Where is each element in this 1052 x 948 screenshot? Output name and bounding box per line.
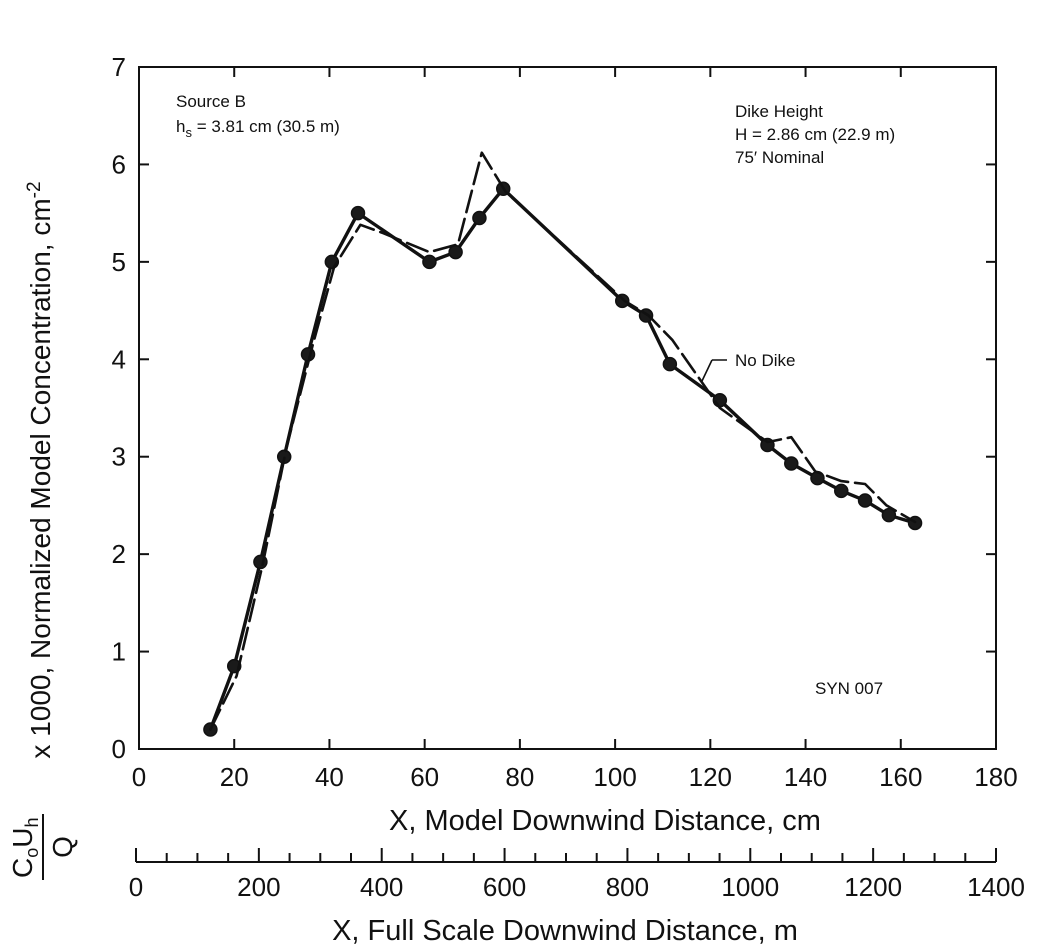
data-point — [712, 392, 728, 408]
x-tick-label: 60 — [410, 762, 439, 792]
x2-tick-label: 200 — [237, 872, 280, 902]
data-point — [448, 244, 463, 260]
svg-text:x 1000, Normalized Model Conce: x 1000, Normalized Model Concentration, … — [24, 181, 56, 758]
x2-axis-title: X, Full Scale Downwind Distance, m — [332, 915, 798, 947]
source-height-label: hs = 3.81 cm (30.5 m) — [176, 117, 340, 140]
y-tick-label: 6 — [112, 149, 126, 179]
data-point — [422, 254, 437, 270]
x-tick-label: 140 — [784, 762, 827, 792]
y-tick-label: 5 — [112, 247, 126, 277]
x2-tick-label: 800 — [606, 872, 649, 902]
no-dike-pointer — [701, 359, 727, 382]
x-tick-label: 40 — [315, 762, 344, 792]
x-tick-label: 100 — [593, 762, 636, 792]
y-axis-ticks: 0 1 2 3 4 5 6 7 — [112, 52, 996, 764]
series-line-no-dike — [209, 151, 917, 731]
data-point — [834, 483, 849, 499]
y-axis-title-superscript: -2 — [24, 181, 45, 198]
x2-tick-label: 1200 — [844, 872, 902, 902]
y-tick-label: 0 — [112, 734, 126, 764]
fraction-q: Q — [47, 836, 78, 858]
no-dike-label: No Dike — [735, 351, 795, 370]
x-tick-label: 80 — [505, 762, 534, 792]
x-tick-label: 20 — [220, 762, 249, 792]
y-axis-fraction: CoUh Q — [7, 814, 78, 880]
y-axis-title-text: x 1000, Normalized Model Concentration, … — [25, 198, 56, 758]
x-axis-title: X, Model Downwind Distance, cm — [389, 805, 821, 837]
dike-height-label: H = 2.86 cm (22.9 m) — [735, 125, 895, 144]
source-label: Source B — [176, 92, 246, 111]
x2-tick-label: 400 — [360, 872, 403, 902]
source-h-subscript: s — [185, 125, 192, 140]
data-point — [472, 210, 487, 226]
data-point — [662, 356, 678, 372]
data-point — [784, 456, 799, 471]
dike-nominal-label: 75′ Nominal — [735, 148, 824, 167]
fraction-c: C — [7, 858, 38, 878]
dike-label: Dike Height — [735, 102, 823, 121]
x2-tick-label: 1400 — [967, 872, 1025, 902]
x-axis-ticks: 0 20 40 60 80 100 120 140 160 180 — [132, 67, 1018, 792]
x-tick-label: 180 — [974, 762, 1017, 792]
data-point — [810, 470, 825, 486]
x2-tick-label: 1000 — [721, 872, 779, 902]
fraction-c-sub: o — [22, 848, 42, 858]
data-point — [615, 293, 630, 309]
y-tick-label: 1 — [112, 637, 126, 667]
fraction-u-sub: h — [22, 818, 42, 828]
data-point — [881, 507, 897, 523]
chart-code-label: SYN 007 — [815, 679, 883, 698]
x2-tick-label: 0 — [129, 872, 143, 902]
plot-frame — [138, 66, 997, 750]
y-tick-label: 7 — [112, 52, 126, 82]
data-point — [350, 205, 366, 221]
x2-tick-label: 600 — [483, 872, 526, 902]
x2-axis-ticks: 0 200 400 600 800 1000 1200 1400 — [129, 848, 1025, 902]
x-tick-label: 160 — [879, 762, 922, 792]
source-h-value: = 3.81 cm (30.5 m) — [192, 117, 340, 136]
y-tick-label: 3 — [112, 442, 126, 472]
x-tick-label: 120 — [689, 762, 732, 792]
data-point — [857, 493, 873, 508]
fraction-u: U — [7, 828, 38, 848]
y-axis-title: x 1000, Normalized Model Concentration, … — [24, 181, 56, 758]
svg-text:CoUh: CoUh — [7, 818, 42, 879]
x-tick-label: 0 — [132, 762, 146, 792]
source-h-symbol: h — [176, 117, 185, 136]
series-line-dike — [208, 187, 917, 732]
series-layer — [203, 151, 923, 737]
y-tick-label: 2 — [112, 539, 126, 569]
y-tick-label: 4 — [112, 344, 126, 374]
